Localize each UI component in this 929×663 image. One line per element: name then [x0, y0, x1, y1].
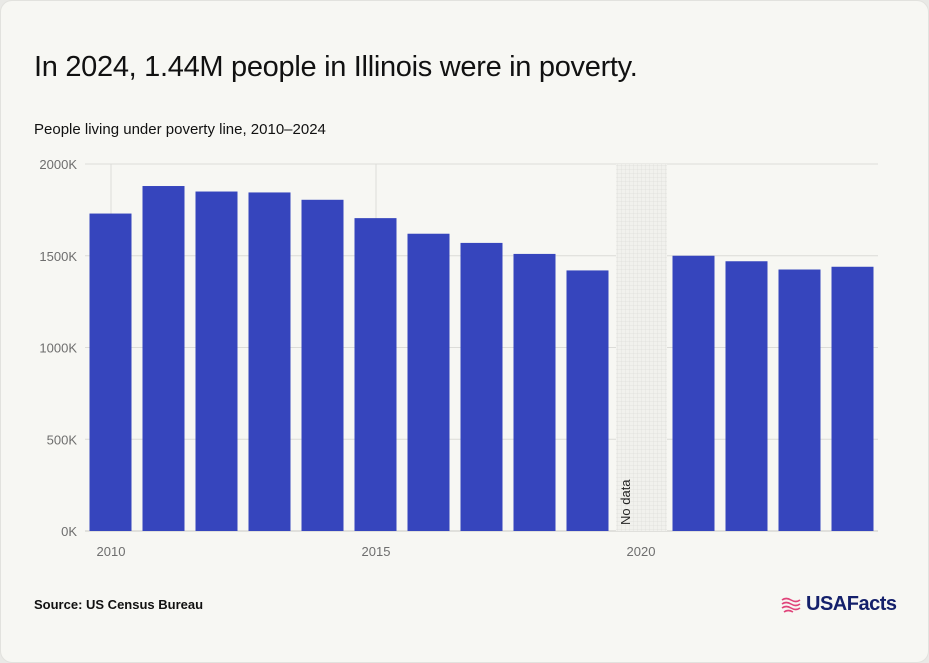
no-data-label: No data — [618, 479, 633, 525]
bar-2016[interactable] — [407, 233, 450, 532]
bar-2015[interactable] — [354, 218, 397, 531]
y-tick-label: 1500K — [39, 249, 77, 264]
x-tick-label: 2010 — [97, 544, 126, 559]
flag-icon — [781, 597, 801, 613]
bar-2017[interactable] — [460, 242, 503, 531]
x-tick-label: 2015 — [362, 544, 391, 559]
bar-2010[interactable] — [89, 213, 132, 532]
bar-2011[interactable] — [142, 186, 185, 531]
chart-headline: In 2024, 1.44M people in Illinois were i… — [34, 51, 638, 83]
bar-2023[interactable] — [778, 269, 821, 531]
no-data-region: No data — [616, 164, 667, 531]
bar-2021[interactable] — [672, 255, 715, 531]
source-note: Source: US Census Bureau — [34, 597, 204, 612]
y-tick-label: 0K — [61, 524, 77, 539]
bar-2018[interactable] — [513, 253, 556, 532]
bar-2022[interactable] — [725, 261, 768, 531]
bar-2012[interactable] — [195, 191, 238, 531]
x-axis-labels: 2010 2015 2020 — [97, 544, 656, 559]
y-tick-label: 1000K — [39, 341, 77, 356]
bar-2013[interactable] — [248, 192, 291, 531]
x-tick-label: 2020 — [627, 544, 656, 559]
chart-subtitle: People living under poverty line, 2010–2… — [34, 121, 326, 138]
y-tick-label: 500K — [47, 432, 78, 447]
y-tick-label: 2000K — [39, 157, 77, 172]
bar-2024[interactable] — [831, 266, 874, 531]
y-axis-labels: 0K 500K 1000K 1500K 2000K — [39, 157, 77, 539]
no-data-band — [616, 164, 667, 531]
bar-2019[interactable] — [566, 270, 609, 531]
brand-name: USAFacts — [806, 593, 897, 615]
usafacts-logo: USAFacts — [780, 593, 897, 616]
bar-2014[interactable] — [301, 199, 344, 531]
bars — [89, 186, 874, 532]
